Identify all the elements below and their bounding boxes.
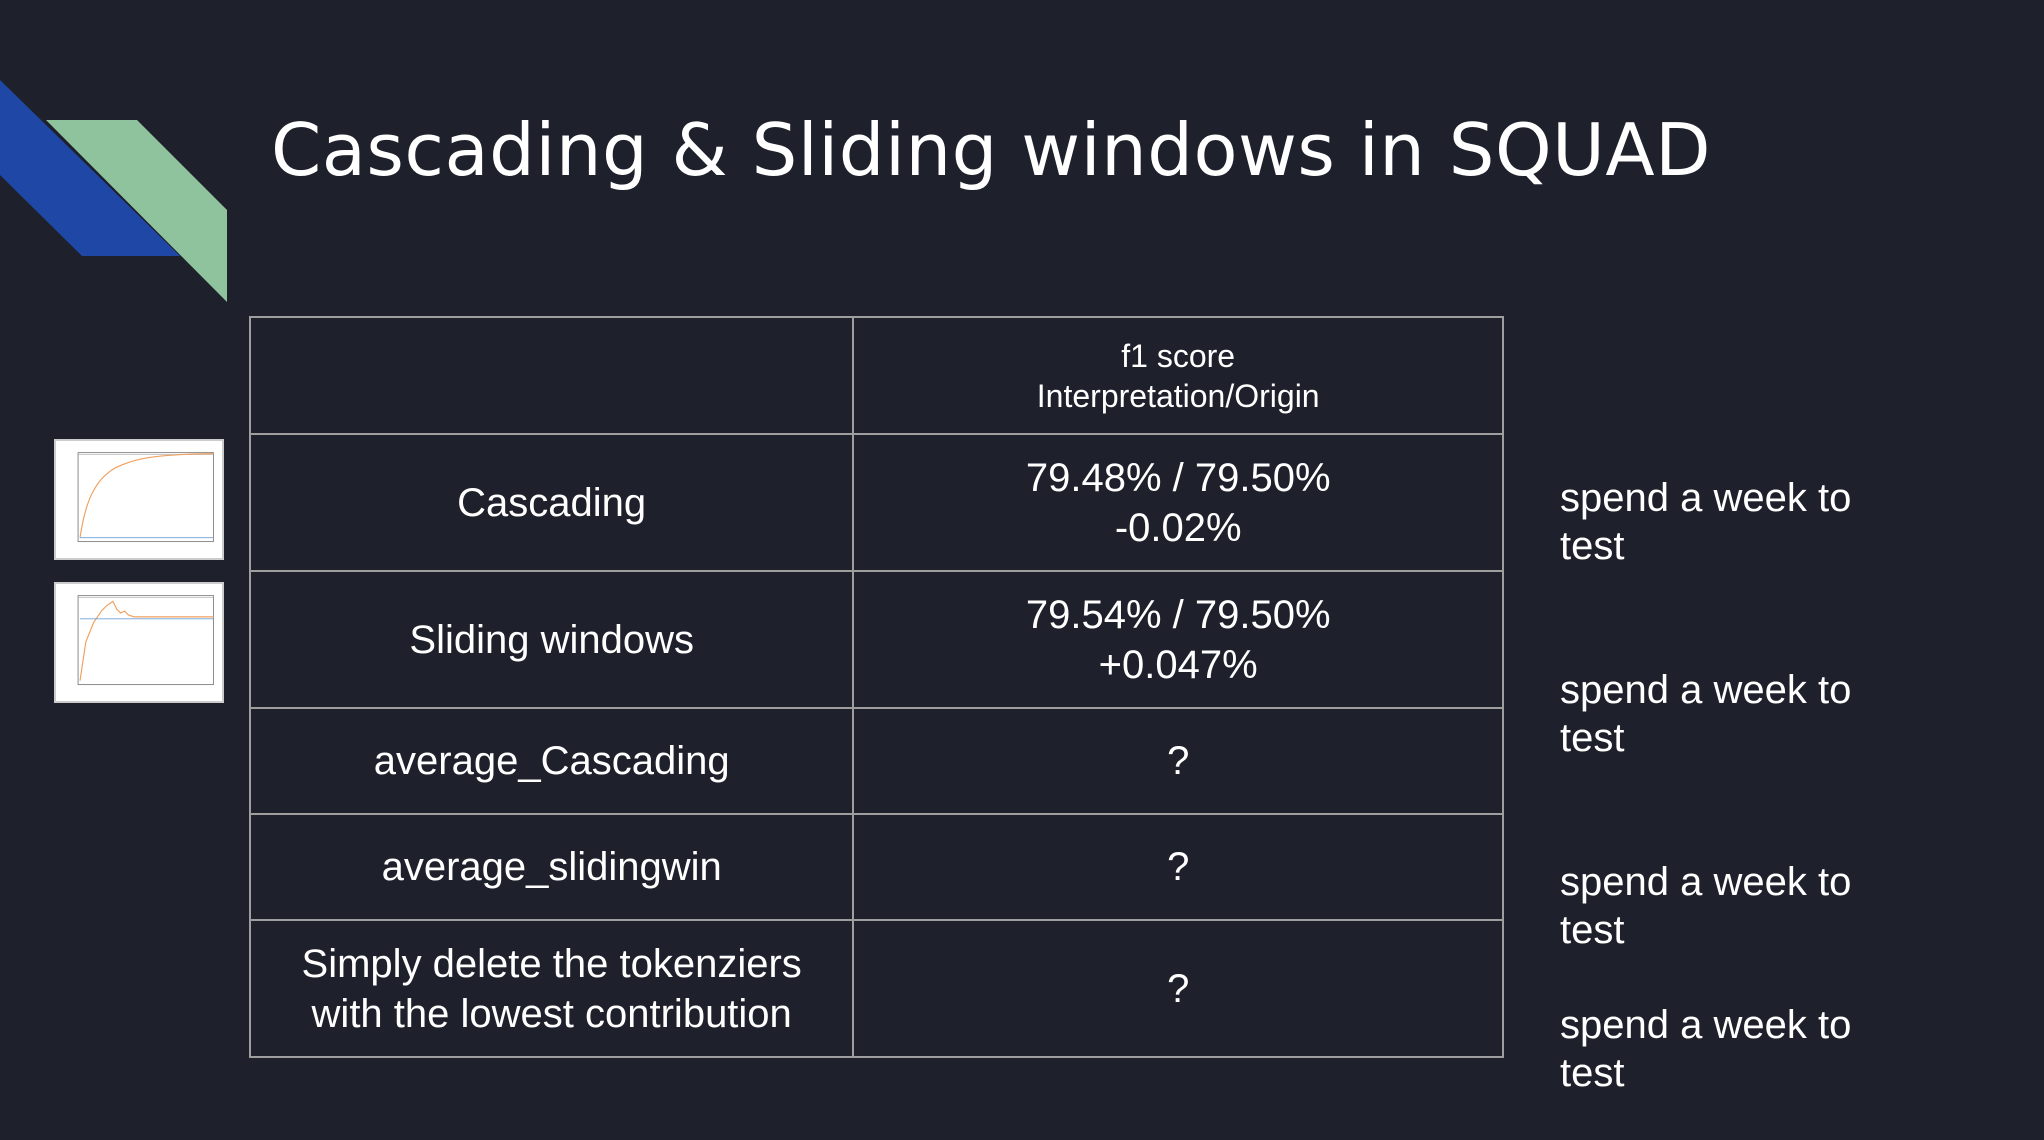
table-row: average_slidingwin ? — [248, 813, 1504, 921]
row-value-delete-tokenizers: ? — [852, 919, 1504, 1058]
value-line-2: +0.047% — [1098, 642, 1258, 687]
row-label-sliding-windows: Sliding windows — [248, 570, 855, 709]
table-row: average_Cascading ? — [248, 707, 1504, 815]
row-value-sliding-windows: 79.54% / 79.50% +0.047% — [852, 570, 1504, 709]
table-row: Sliding windows 79.54% / 79.50% +0.047% — [248, 570, 1504, 709]
value-line-1: 79.54% / 79.50% — [1025, 592, 1331, 637]
side-note: spend a week to test — [1560, 666, 1900, 762]
header-cell-empty — [248, 316, 855, 435]
header-cell-f1-score: f1 score Interpretation/Origin — [852, 316, 1504, 435]
line-chart-thumbnail-icon — [56, 584, 222, 701]
green-stripe — [46, 120, 227, 302]
slide-title: Cascading & Sliding windows in SQUAD — [271, 108, 1712, 192]
row-label-average-cascading: average_Cascading — [248, 707, 855, 815]
header-interpretation-label: Interpretation/Origin — [1036, 377, 1320, 414]
row-value-average-cascading: ? — [852, 707, 1504, 815]
chart-thumbnail-1[interactable] — [54, 439, 224, 560]
table-header-row: f1 score Interpretation/Origin — [248, 316, 1504, 435]
row-value-cascading: 79.48% / 79.50% -0.02% — [852, 433, 1504, 572]
results-table: f1 score Interpretation/Origin Cascading… — [248, 316, 1504, 1058]
blue-stripe — [0, 80, 180, 256]
side-note-line-1: spend a week to — [1560, 860, 1852, 904]
side-note-line-1: spend a week to — [1560, 668, 1852, 712]
side-note-line-2: test — [1560, 524, 1625, 568]
side-note-line-1: spend a week to — [1560, 1003, 1852, 1047]
value-line-2: -0.02% — [1114, 505, 1242, 550]
row-value-average-slidingwin: ? — [852, 813, 1504, 921]
side-note-line-2: test — [1560, 908, 1625, 952]
row-label-cascading: Cascading — [248, 433, 855, 572]
header-f1-label: f1 score — [1121, 337, 1236, 374]
side-note: spend a week to test — [1560, 858, 1900, 954]
table-row: Simply delete the tokenziers with the lo… — [248, 919, 1504, 1058]
label-line-1: Simply delete the tokenziers — [301, 941, 802, 986]
label-line-2: with the lowest contribution — [311, 991, 792, 1036]
side-note: spend a week to test — [1560, 1001, 1900, 1097]
corner-decoration — [0, 80, 227, 302]
row-label-delete-tokenizers: Simply delete the tokenziers with the lo… — [248, 919, 855, 1058]
side-note-line-1: spend a week to — [1560, 476, 1852, 520]
line-chart-thumbnail-icon — [56, 441, 222, 558]
row-label-average-slidingwin: average_slidingwin — [248, 813, 855, 921]
table-row: Cascading 79.48% / 79.50% -0.02% — [248, 433, 1504, 572]
side-note: spend a week to test — [1560, 474, 1900, 570]
chart-thumbnail-2[interactable] — [54, 582, 224, 703]
value-line-1: 79.48% / 79.50% — [1025, 455, 1331, 500]
side-note-line-2: test — [1560, 716, 1625, 760]
side-note-line-2: test — [1560, 1051, 1625, 1095]
